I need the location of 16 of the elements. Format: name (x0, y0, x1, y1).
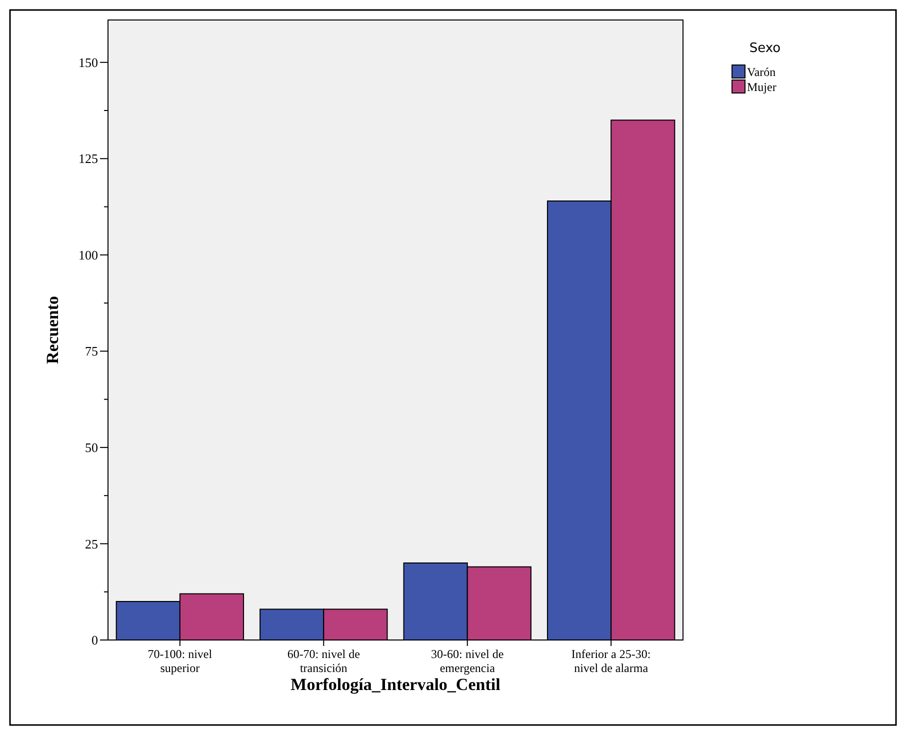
legend-label: Varón (747, 65, 776, 79)
x-tick-label: 30-60: nivel de emergencia (431, 647, 504, 675)
y-tick-label: 100 (78, 247, 98, 262)
legend-title: Sexo (749, 41, 781, 56)
x-tick-label: 70-100: nivel superior (148, 647, 213, 675)
y-tick-label: 125 (78, 151, 98, 166)
y-tick-label: 50 (85, 440, 98, 456)
y-tick-label: 25 (85, 536, 98, 552)
y-tick-label: 75 (85, 344, 98, 359)
legend-label: Mujer (747, 80, 776, 94)
x-tick-label: 60-70: nivel de transición (287, 647, 360, 675)
y-tick-label: 0 (92, 632, 98, 648)
x-tick-label: Inferior a 25-30: nivel de alarma (571, 647, 651, 675)
y-tick-label: 150 (78, 54, 98, 70)
x-axis-title: Morfología_Intervalo_Centil (290, 675, 501, 694)
y-axis-title: Recuento (43, 296, 62, 364)
